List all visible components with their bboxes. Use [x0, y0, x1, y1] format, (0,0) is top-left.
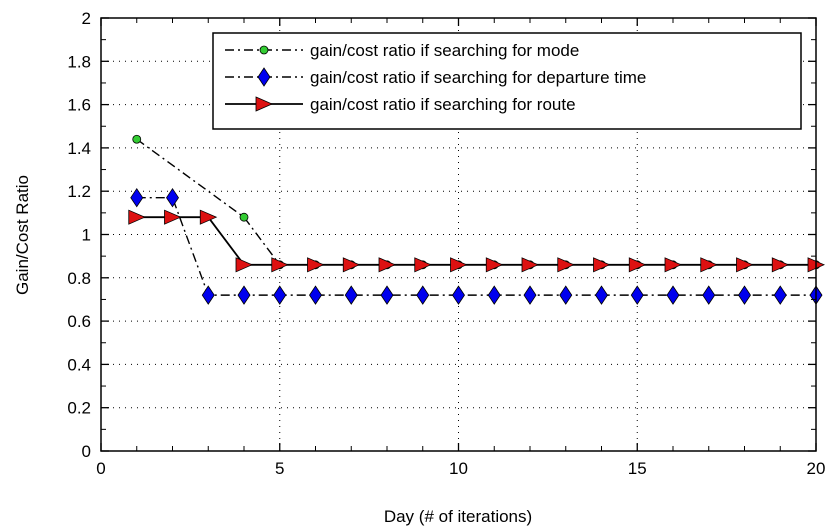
data-point [130, 187, 144, 208]
data-point [559, 285, 573, 305]
data-point [342, 257, 361, 273]
legend-entry-2: gain/cost ratio if searching for departu… [225, 67, 646, 87]
x-tick-label: 0 [96, 459, 105, 478]
y-tick-label: 2 [82, 9, 91, 28]
y-tick-label: 1 [82, 226, 91, 245]
data-point [521, 257, 539, 273]
data-point [239, 212, 249, 222]
data-point [557, 257, 575, 273]
x-axis-title: Day (# of iterations) [384, 507, 532, 526]
y-tick-label: 1.6 [67, 96, 91, 115]
legend-entry-3: gain/cost ratio if searching for route [225, 95, 576, 114]
data-point [487, 285, 501, 305]
data-point [201, 285, 215, 305]
data-point [700, 257, 718, 273]
data-point [235, 257, 253, 273]
data-point [271, 257, 289, 273]
data-point [450, 257, 468, 273]
data-point [307, 257, 325, 273]
data-point [738, 285, 751, 305]
data-point [380, 285, 394, 305]
legend-entry-1: gain/cost ratio if searching for mode [225, 41, 579, 60]
data-point [414, 257, 432, 273]
x-tick-label: 20 [807, 459, 826, 478]
data-point [771, 257, 790, 273]
data-point [128, 209, 146, 225]
data-point [378, 257, 396, 273]
x-tick-label: 10 [449, 459, 468, 478]
data-point [702, 285, 716, 305]
legend-marker [255, 96, 273, 112]
x-tick-label: 5 [275, 459, 284, 478]
data-point [630, 285, 644, 305]
data-point [736, 257, 754, 273]
series-layer [128, 134, 825, 305]
x-tick-label: 15 [628, 459, 647, 478]
legend: gain/cost ratio if searching for mode gai… [212, 32, 802, 130]
series-3 [128, 209, 825, 273]
data-point [416, 285, 430, 305]
data-point [523, 285, 537, 305]
data-point [773, 285, 787, 305]
data-point [595, 285, 608, 305]
y-tick-label: 0.6 [67, 312, 91, 331]
y-tick-label: 0.8 [67, 269, 91, 288]
axis-ticks: 0 5 10 15 20 0 0.2 0.4 0.6 0.8 1 1.2 1.4 1.6 1.8 2 [67, 9, 825, 478]
y-tick-label: 1.4 [67, 139, 91, 158]
data-point [666, 285, 680, 305]
legend-label: gain/cost ratio if searching for route [310, 95, 576, 114]
data-point [485, 257, 504, 273]
y-tick-label: 0 [82, 442, 91, 461]
legend-marker [259, 45, 269, 55]
series-2 [130, 187, 823, 305]
data-point [309, 285, 322, 305]
y-axis-title: Gain/Cost Ratio [13, 175, 32, 295]
data-point [164, 209, 182, 225]
y-tick-label: 1.8 [67, 52, 91, 71]
data-point [452, 285, 465, 305]
legend-label: gain/cost ratio if searching for mode [310, 41, 579, 60]
legend-marker [257, 67, 271, 87]
legend-label: gain/cost ratio if searching for departu… [310, 68, 646, 87]
data-point [273, 285, 287, 305]
data-point [664, 257, 682, 273]
data-point [628, 257, 647, 273]
data-point [344, 285, 358, 305]
y-tick-label: 0.2 [67, 399, 91, 418]
data-point [166, 187, 179, 208]
data-point [132, 134, 142, 144]
data-point [593, 257, 611, 273]
legend-box [212, 32, 802, 130]
y-tick-label: 0.4 [67, 355, 91, 374]
data-point [237, 285, 251, 305]
y-tick-label: 1.2 [67, 182, 91, 201]
data-point [199, 209, 218, 225]
